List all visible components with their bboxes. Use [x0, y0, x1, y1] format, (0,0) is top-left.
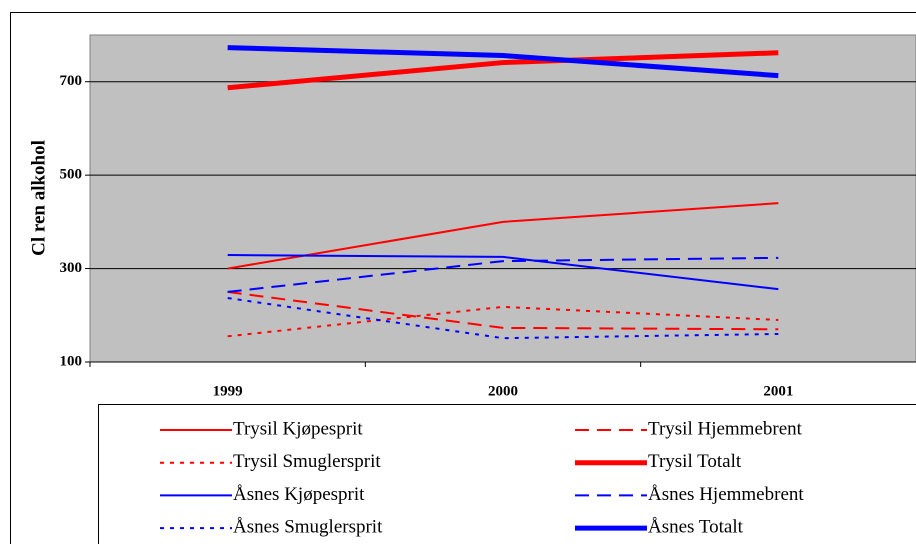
y-tick-label: 700	[60, 73, 83, 89]
legend-label: Trysil Kjøpesprit	[233, 418, 363, 439]
legend-label: Åsnes Smuglersprit	[233, 516, 383, 537]
legend-label: Åsnes Kjøpesprit	[233, 484, 365, 505]
y-axis-label: Cl ren alkohol	[28, 140, 49, 256]
y-tick-label: 500	[60, 167, 83, 183]
y-tick-label: 300	[60, 260, 83, 276]
x-tick-label: 2000	[488, 383, 518, 399]
x-tick-label: 1999	[213, 383, 243, 399]
y-tick-label: 100	[60, 353, 83, 369]
legend-label: Åsnes Totalt	[648, 516, 744, 537]
x-tick-label: 2001	[763, 383, 793, 399]
legend-label: Trysil Smuglersprit	[233, 451, 381, 472]
legend-label: Åsnes Hjemmebrent	[648, 484, 804, 505]
plot-area	[90, 35, 916, 362]
legend-label: Trysil Totalt	[648, 451, 742, 472]
legend-label: Trysil Hjemmebrent	[648, 418, 803, 439]
